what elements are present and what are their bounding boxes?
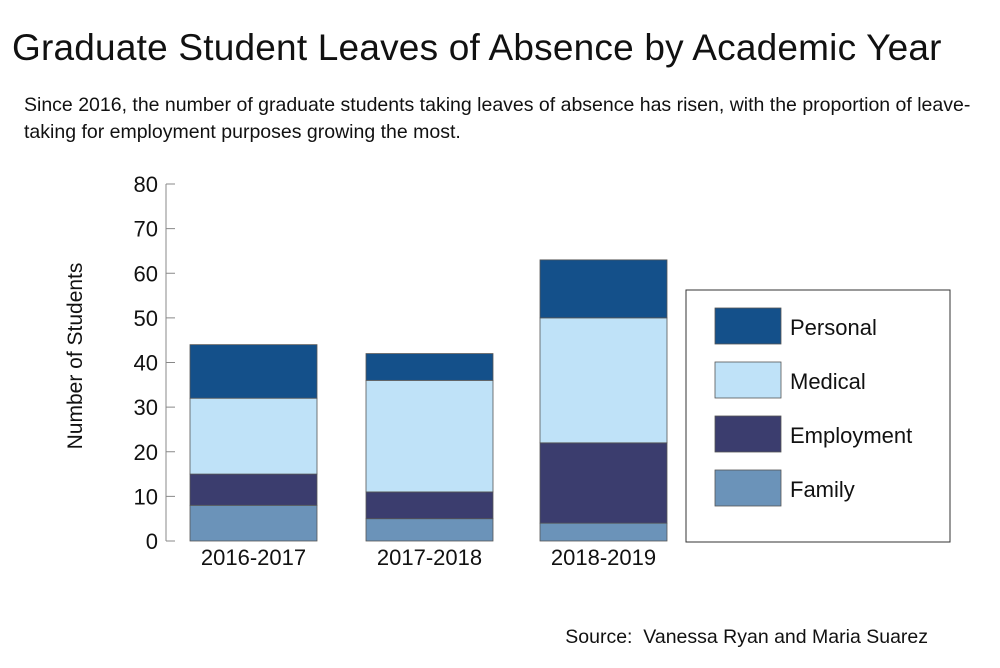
chart-title: Graduate Student Leaves of Absence by Ac…	[12, 27, 942, 68]
bar-segment-medical-2018-2019	[539, 317, 668, 444]
legend-label-family: Family	[790, 477, 855, 502]
y-tick-label: 50	[134, 306, 158, 331]
y-tick-label: 0	[146, 529, 158, 554]
x-category-label: 2018-2019	[551, 545, 656, 570]
bar-segment-family-2016-2017	[189, 504, 318, 542]
bar-segment-medical-2016-2017	[189, 397, 318, 475]
legend-label-employment: Employment	[790, 423, 912, 448]
legend-layer: Personal Medical Employment Family	[685, 289, 951, 543]
bar-segment-employment-2018-2019	[539, 442, 668, 524]
y-tick-label: 80	[134, 172, 158, 197]
source-note: Source: Vanessa Ryan and Maria Suarez	[565, 626, 928, 648]
bar-segment-medical-2017-2018	[365, 379, 494, 493]
bar-segment-personal-2016-2017	[189, 344, 318, 399]
bar-segment-personal-2017-2018	[365, 353, 494, 381]
chart-subtitle: Since 2016, the number of graduate stude…	[24, 94, 971, 143]
bars-layer	[189, 259, 668, 542]
legend-swatch-personal	[714, 307, 782, 345]
x-category-label: 2016-2017	[201, 545, 306, 570]
axis-layer: 0 10 20 30 40 50 60 70 80 Number of Students 2016-…	[64, 172, 656, 570]
bar-segment-employment-2016-2017	[189, 473, 318, 506]
bar-segment-personal-2018-2019	[539, 259, 668, 319]
legend-swatch-medical	[714, 361, 782, 399]
y-tick-label: 60	[134, 261, 158, 286]
legend-swatch-family	[714, 469, 782, 507]
y-tick-label: 10	[134, 484, 158, 509]
y-tick-label: 40	[134, 351, 158, 376]
legend-label-personal: Personal	[790, 315, 877, 340]
bar-segment-family-2018-2019	[539, 522, 668, 542]
bar-segment-family-2017-2018	[365, 518, 494, 542]
legend-label-medical: Medical	[790, 369, 866, 394]
y-tick-label: 20	[134, 440, 158, 465]
bar-segment-employment-2017-2018	[365, 491, 494, 520]
y-tick-label: 30	[134, 395, 158, 420]
legend-swatch-employment	[714, 415, 782, 453]
x-category-label: 2017-2018	[377, 545, 482, 570]
y-axis-label: Number of Students	[64, 263, 87, 450]
y-tick-label: 70	[134, 217, 158, 242]
